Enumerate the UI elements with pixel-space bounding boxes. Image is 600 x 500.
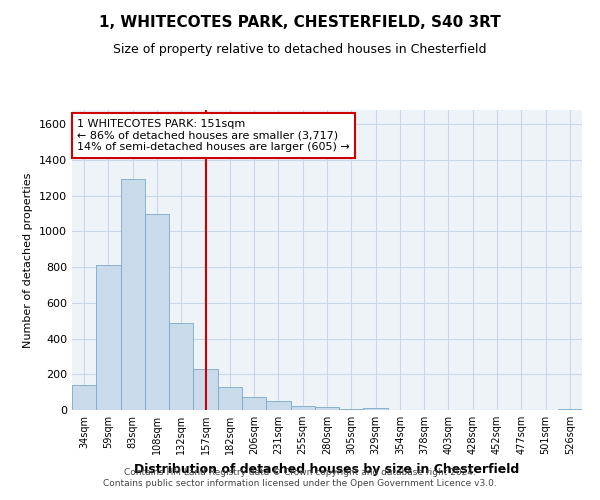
Bar (339, 409, 364, 410)
Bar (315, 408, 339, 410)
Bar (558, 409, 582, 410)
X-axis label: Distribution of detached houses by size in Chesterfield: Distribution of detached houses by size … (134, 462, 520, 475)
Text: Contains HM Land Registry data © Crown copyright and database right 2024.
Contai: Contains HM Land Registry data © Crown c… (103, 468, 497, 487)
Bar (364, 408, 388, 410)
Text: Size of property relative to detached houses in Chesterfield: Size of property relative to detached ho… (113, 42, 487, 56)
Bar (72, 385, 96, 410)
Bar (121, 179, 145, 410)
Bar (242, 396, 266, 410)
Bar (169, 322, 193, 410)
Y-axis label: Number of detached properties: Number of detached properties (23, 172, 34, 348)
Bar (96, 266, 121, 410)
Text: 1 WHITECOTES PARK: 151sqm
← 86% of detached houses are smaller (3,717)
14% of se: 1 WHITECOTES PARK: 151sqm ← 86% of detac… (77, 119, 350, 152)
Bar (290, 406, 315, 410)
Bar (193, 369, 218, 410)
Bar (266, 401, 290, 410)
Bar (145, 214, 169, 410)
Bar (218, 387, 242, 410)
Text: 1, WHITECOTES PARK, CHESTERFIELD, S40 3RT: 1, WHITECOTES PARK, CHESTERFIELD, S40 3R… (99, 15, 501, 30)
